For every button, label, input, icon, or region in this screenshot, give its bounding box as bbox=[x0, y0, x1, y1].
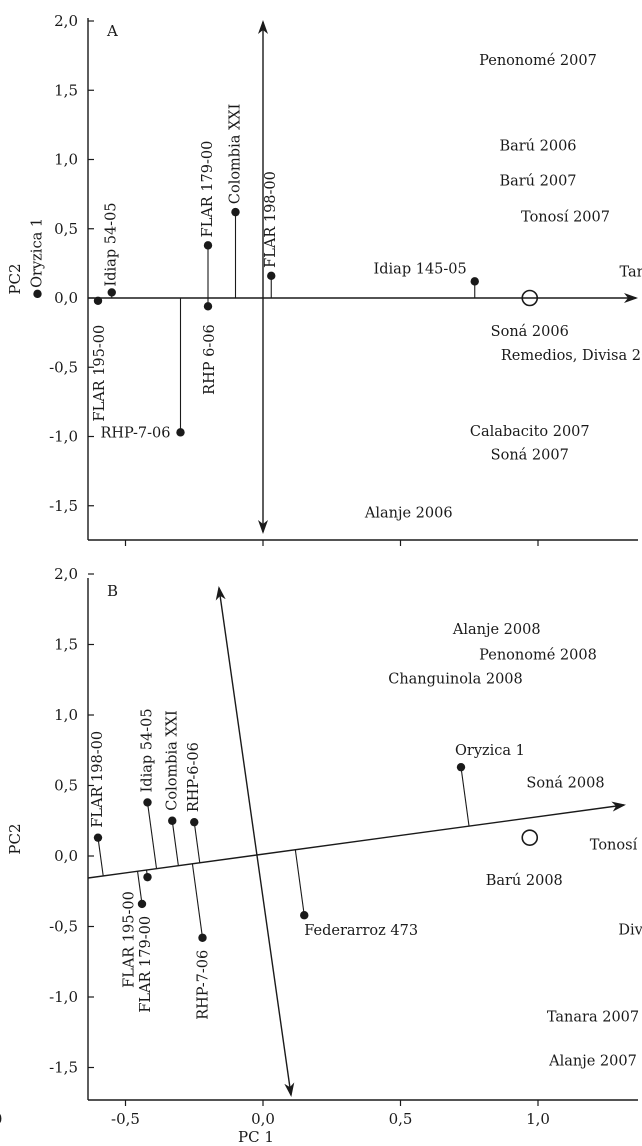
environment-label-tanara-changuinola-2006: Tanara, Changuinola 2006 bbox=[619, 265, 642, 281]
genotype-point-colombia-xxi bbox=[168, 816, 177, 825]
environment-label-baru-2008: Barú 2008 bbox=[486, 873, 563, 889]
genotype-point-oryzica-1 bbox=[456, 762, 466, 772]
y-tick-label: 1,5 bbox=[54, 636, 78, 654]
genotype-point-flar-195-00 bbox=[93, 296, 103, 305]
genotype-label-oryzica-1: Oryzica 1 bbox=[30, 218, 46, 288]
environment-label-alanje-2007: Alanje 2007 bbox=[548, 1053, 637, 1069]
environment-label-sona-2006: Soná 2006 bbox=[491, 324, 569, 340]
genotype-connector-line bbox=[97, 837, 104, 877]
environment-label-alanje-2008: Alanje 2008 bbox=[452, 622, 541, 638]
genotype-label-colombia-xxi: Colombia XXI bbox=[228, 104, 244, 205]
vertical-biplot-axis bbox=[215, 586, 295, 1097]
y-tick-label: 0,5 bbox=[54, 777, 78, 795]
y-tick-label: -1,5 bbox=[49, 1059, 78, 1077]
y-tick-label: -1,0 bbox=[49, 428, 78, 446]
x-tick-label: 0,0 bbox=[251, 1110, 275, 1128]
genotype-point-flar-198-00 bbox=[267, 271, 276, 281]
genotype-connector-line bbox=[171, 820, 179, 866]
genotype-label-idiap-145-05: Idiap 145-05 bbox=[374, 261, 467, 277]
genotype-label-colombia-xxi: Colombia XXI bbox=[164, 710, 180, 811]
y-tick-label: 1,0 bbox=[54, 706, 78, 724]
genotype-point-flar-179-00 bbox=[137, 899, 147, 909]
genotype-connector-line bbox=[137, 871, 143, 905]
genotype-point-rhp-6-06 bbox=[190, 817, 199, 827]
genotype-point-colombia-xxi bbox=[231, 207, 240, 217]
y-tick-label: 0,0 bbox=[54, 289, 78, 307]
genotype-label-flar-198-00: FLAR 198-00 bbox=[90, 731, 106, 828]
genotype-point-idiap-145-05 bbox=[470, 277, 479, 286]
genotype-point-rhp-6-06 bbox=[203, 302, 213, 311]
genotype-label-flar-195-00: FLAR 195-00 bbox=[92, 325, 108, 422]
environment-label-penonome-2007: Penonomé 2007 bbox=[479, 53, 597, 69]
genotype-label-rhp-7-06: RHP-7-06 bbox=[196, 950, 212, 1020]
environment-label-alanje-2006: Alanje 2006 bbox=[364, 506, 453, 522]
genotype-label-oryzica-1: Oryzica 1 bbox=[455, 743, 525, 759]
genotype-point-rhp-7-06 bbox=[176, 428, 185, 437]
y-axis-label: PC2 bbox=[6, 823, 24, 854]
x-tick-label: 1,0 bbox=[526, 1110, 550, 1128]
y-tick-label: 0,5 bbox=[54, 220, 78, 238]
y-tick-label: -1,5 bbox=[49, 497, 78, 515]
environment-label-tonosi-2007: Tonosí 2007 bbox=[590, 838, 642, 854]
panel-label: A bbox=[106, 22, 118, 40]
genotype-label-flar-179-00: FLAR 179-00 bbox=[138, 916, 154, 1013]
genotype-label-flar-179-00: FLAR 179-00 bbox=[200, 141, 216, 238]
panel-b-biplot: 2,0 1,5 1,0 0,5 0,0 -0,5 -1,0 -1,5 -1,0 -0,5 0,0 0,… bbox=[0, 565, 642, 1146]
panel-a-biplot: 2,0 1,5 1,0 0,5 0,0 -0,5 -1,0 -1,5 PC2 A Oryzica 1… bbox=[6, 12, 642, 546]
horizontal-biplot-axis bbox=[87, 801, 626, 879]
reference-point-circle bbox=[521, 289, 539, 307]
genotype-connector-line bbox=[460, 767, 470, 827]
genotype-point-rhp-7-06 bbox=[198, 933, 207, 942]
environment-label-remedios-divisa-2007: Remedios, Divisa 2007 bbox=[501, 348, 642, 364]
genotype-connector-line bbox=[294, 849, 305, 916]
environment-label-tonosi-2007: Tonosí 2007 bbox=[521, 209, 610, 225]
genotype-label-rhp-6-06: RHP 6-06 bbox=[202, 324, 218, 395]
y-axis-label: PC2 bbox=[6, 263, 24, 294]
y-tick-label: 0,0 bbox=[54, 847, 78, 865]
y-tick-label: 1,5 bbox=[54, 81, 78, 99]
genotype-point-flar-198-00 bbox=[93, 833, 103, 842]
genotype-label-flar-198-00: FLAR 198-00 bbox=[263, 171, 279, 268]
genotype-point-oryzica-1 bbox=[33, 289, 42, 299]
panel-label: B bbox=[107, 582, 118, 600]
y-tick-label: -0,5 bbox=[49, 358, 78, 376]
y-tick-label: 2,0 bbox=[54, 565, 78, 583]
genotype-connector-line bbox=[146, 802, 158, 869]
environment-label-tanara-2007: Tanara 2007 bbox=[547, 1010, 639, 1026]
genotype-label-idiap-54-05: Idiap 54-05 bbox=[140, 708, 156, 792]
genotype-label-rhp-6-06: RHP-6-06 bbox=[186, 742, 202, 812]
environment-label-baru-2006: Barú 2006 bbox=[499, 139, 576, 155]
environment-label-sona-2007: Soná 2007 bbox=[491, 448, 569, 464]
genotype-connector-line bbox=[193, 822, 201, 863]
x-tick-label: 0,5 bbox=[389, 1110, 413, 1128]
genotype-label-federarroz-473: Federarroz 473 bbox=[304, 923, 418, 939]
x-tick-label: -0,5 bbox=[111, 1110, 140, 1128]
environment-label-baru-2007: Barú 2007 bbox=[499, 173, 576, 189]
genotype-label-rhp-7-06: RHP-7-06 bbox=[100, 425, 170, 441]
genotype-point-idiap-54-05 bbox=[107, 288, 116, 297]
genotype-point-flar-179-00 bbox=[203, 241, 213, 250]
environment-label-changuinola-2008: Changuinola 2008 bbox=[388, 671, 523, 687]
x-tick-label: -1,0 bbox=[0, 1110, 2, 1128]
y-tick-label: 2,0 bbox=[54, 12, 78, 30]
genotype-connector-line bbox=[191, 863, 204, 938]
x-axis-label: PC 1 bbox=[238, 1128, 274, 1146]
y-tick-label: -1,0 bbox=[49, 988, 78, 1006]
genotype-label-idiap-54-05: Idiap 54-05 bbox=[104, 202, 120, 286]
environment-label-sona-2008: Soná 2008 bbox=[526, 776, 604, 792]
environment-label-calabacito-2007: Calabacito 2007 bbox=[470, 424, 590, 440]
reference-point-circle bbox=[521, 829, 539, 846]
environment-label-penonome-2008: Penonomé 2008 bbox=[479, 647, 597, 663]
y-tick-label: -0,5 bbox=[49, 918, 78, 936]
genotype-point-idiap-54-05 bbox=[143, 798, 152, 807]
genotype-label-flar-195-00: FLAR 195-00 bbox=[122, 891, 138, 988]
environment-label-divisa-2008: Divisa 2008 bbox=[618, 922, 642, 938]
genotype-point-federarroz-473 bbox=[300, 911, 309, 920]
genotype-point-flar-195-00 bbox=[143, 872, 152, 882]
y-tick-label: 1,0 bbox=[54, 151, 78, 169]
